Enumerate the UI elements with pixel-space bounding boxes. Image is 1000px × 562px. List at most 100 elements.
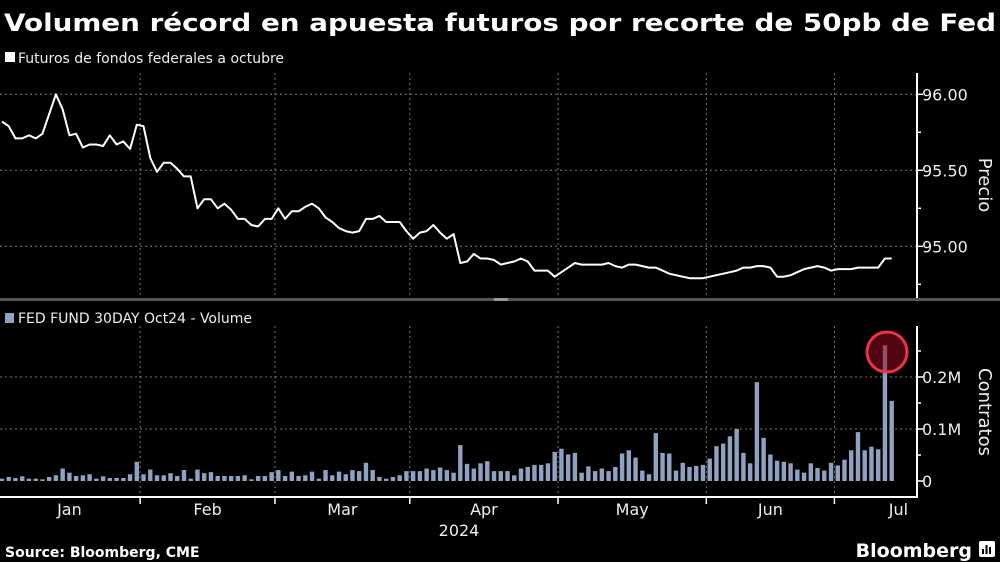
volume-bar (471, 468, 476, 481)
volume-axis-ticks: 0 0.1M 0.2M (917, 350, 961, 491)
volume-bar (572, 452, 578, 481)
volume-bar (20, 476, 25, 481)
volume-bar (545, 463, 551, 481)
volume-bar (660, 452, 665, 481)
volume-bar (53, 475, 59, 481)
volume-bar (350, 470, 355, 481)
volume-legend-swatch (5, 313, 14, 323)
volume-bar (249, 479, 254, 481)
x-axis-month-label: Feb (193, 500, 221, 519)
volume-bar (579, 472, 584, 481)
volume-bar (94, 478, 99, 481)
volume-bar (397, 475, 402, 481)
price-legend-label: Futuros de fondos federales a octubre (18, 51, 284, 67)
volume-bar (565, 454, 571, 481)
volume-bar (181, 470, 187, 481)
volume-bar (303, 475, 308, 481)
volume-bar (640, 470, 645, 481)
volume-bar (451, 472, 456, 481)
volume-bar (6, 476, 11, 481)
volume-bar (653, 433, 658, 481)
volume-bar (613, 466, 618, 481)
volume-bar (768, 454, 773, 481)
volume-bar (121, 477, 126, 481)
volume-bar (87, 474, 92, 481)
volume-bar (13, 477, 18, 481)
volume-bar (46, 476, 52, 481)
volume-bar (741, 452, 746, 481)
volume-bar (67, 472, 72, 481)
volume-bar (781, 461, 787, 481)
volume-bar (586, 466, 591, 481)
volume-bar (822, 470, 827, 481)
volume-bar (673, 470, 679, 481)
volume-bar (40, 479, 45, 481)
volume-bar (357, 471, 362, 481)
volume-bar (255, 476, 261, 481)
volume-bar (242, 475, 247, 481)
volume-panel: FED FUND 30DAY Oct24 - Volume 00.1M0.2M … (0, 311, 995, 497)
volume-bar (606, 471, 611, 481)
volume-bar (633, 457, 638, 481)
volume-bar (539, 464, 544, 481)
volume-bar (437, 467, 443, 481)
volume-bar (714, 446, 719, 481)
volume-bar (646, 474, 652, 481)
x-axis-month-label: May (616, 500, 649, 519)
volume-bar (747, 463, 753, 481)
volume-bar (464, 463, 470, 481)
volume-bar (390, 476, 396, 481)
volume-bar (815, 467, 820, 481)
volume-bar (161, 475, 166, 481)
volume-bar (687, 466, 692, 481)
volume-bar (424, 468, 429, 481)
price-panel: Futuros de fondos federales a octubre 96… (0, 51, 995, 298)
volume-bar (235, 476, 241, 481)
volume-bar (276, 470, 281, 481)
volume-bar (869, 446, 874, 481)
volume-bar (727, 436, 733, 481)
price-axis-ticks: 96.00 95.50 95.00 (917, 85, 968, 286)
highlight-circle (865, 330, 909, 374)
price-axis-tick-label: 95.50 (922, 161, 968, 180)
volume-bar (626, 450, 632, 481)
volume-bar (33, 478, 38, 481)
volume-bar (431, 470, 436, 481)
volume-bar (309, 471, 315, 481)
volume-bar (168, 473, 173, 481)
volume-bar (289, 471, 295, 481)
x-axis-year-label: 2024 (439, 521, 480, 540)
volume-bar (222, 476, 227, 481)
volume-bar (559, 448, 564, 481)
volume-bar (478, 463, 483, 481)
volume-bar (80, 475, 86, 481)
volume-bar (154, 475, 160, 481)
volume-bar (734, 428, 739, 481)
volume-bar (444, 470, 450, 481)
volume-bar (296, 476, 301, 481)
volume-bar (835, 465, 840, 481)
volume-bar (100, 476, 106, 481)
volume-bar (114, 477, 119, 481)
volume-bar (761, 437, 766, 481)
volume-bar (323, 470, 328, 481)
volume-bar (552, 451, 557, 481)
bloomberg-logo: Bloomberg (856, 540, 972, 562)
price-axis-tick-label: 96.00 (922, 85, 968, 104)
volume-bar (282, 476, 288, 481)
panel-resize-handle[interactable] (494, 298, 508, 301)
x-axis: Jan Feb Mar Apr May Jun Jul (56, 497, 908, 519)
price-axis-tick-label: 95.00 (922, 237, 968, 256)
volume-bar (316, 478, 321, 481)
volume-bar (855, 432, 861, 481)
volume-bar (592, 471, 598, 481)
volume-bars (0, 345, 894, 481)
volume-bar (505, 471, 510, 481)
volume-bar (795, 469, 800, 481)
volume-axis-tick-label: 0.1M (922, 420, 961, 439)
volume-bar (498, 471, 503, 481)
volume-bar (458, 445, 463, 481)
volume-bar (808, 463, 813, 481)
volume-bar (383, 478, 389, 481)
volume-bar (330, 475, 335, 481)
